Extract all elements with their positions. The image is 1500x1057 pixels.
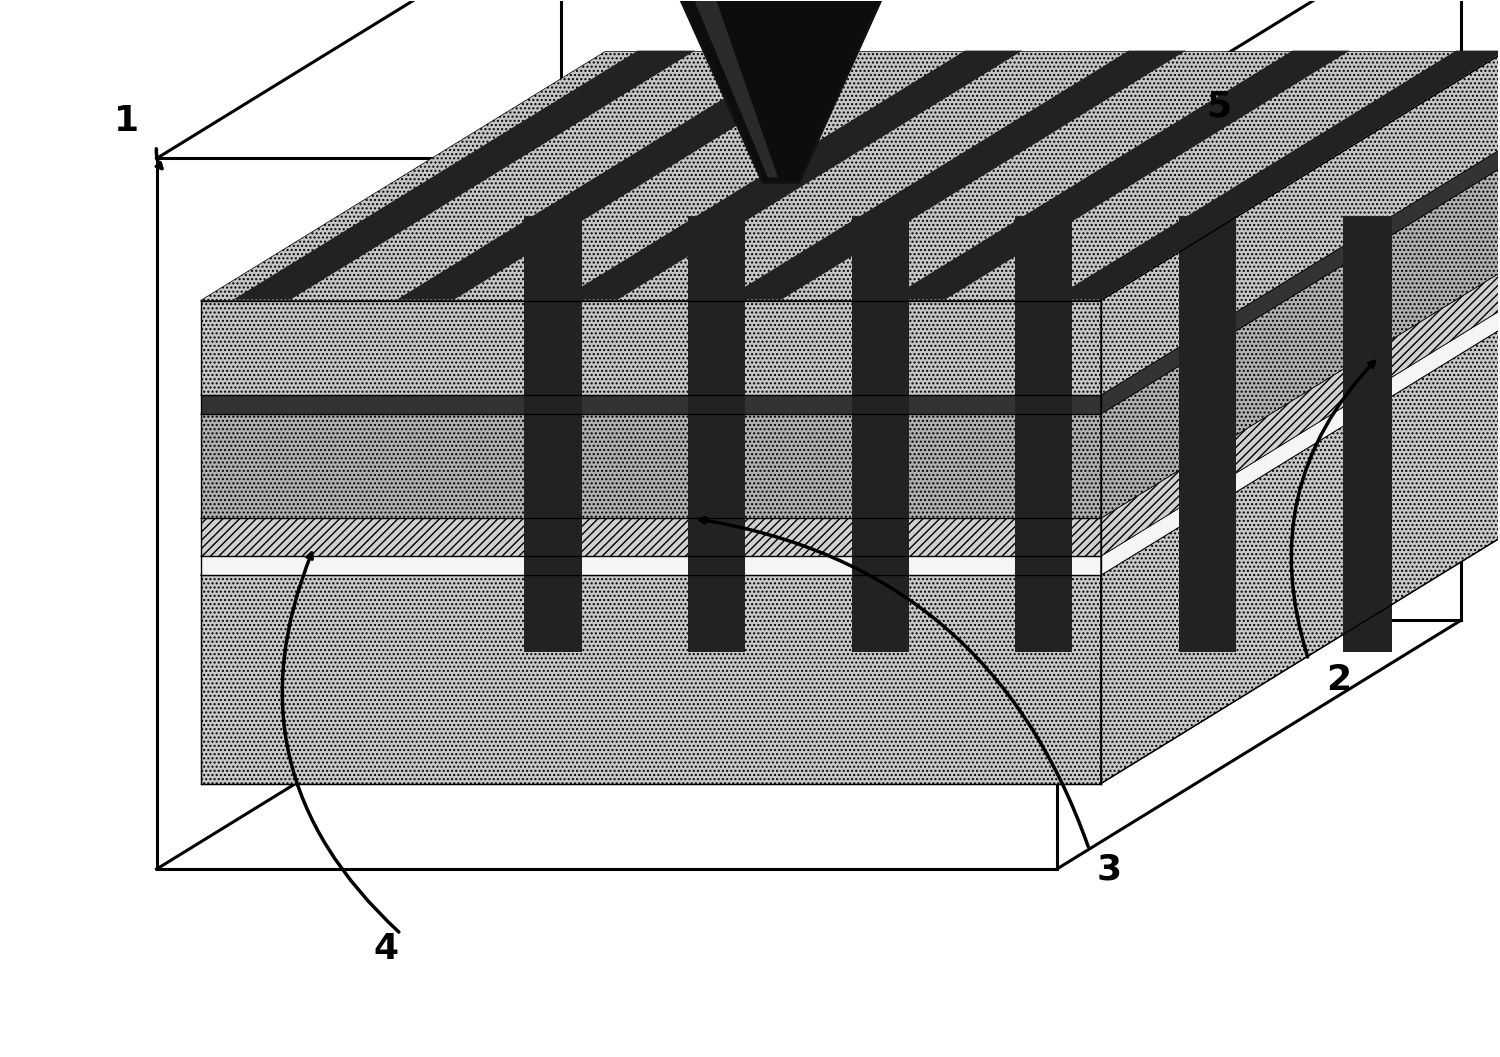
Polygon shape [852, 217, 909, 652]
Polygon shape [1101, 52, 1500, 395]
Polygon shape [201, 308, 1500, 556]
Polygon shape [664, 0, 778, 178]
Polygon shape [201, 575, 1101, 783]
Polygon shape [201, 165, 1500, 414]
Polygon shape [646, 0, 915, 183]
Polygon shape [1342, 217, 1392, 652]
Polygon shape [524, 217, 582, 652]
Polygon shape [1101, 146, 1500, 414]
Polygon shape [724, 51, 1186, 299]
Polygon shape [201, 146, 1500, 395]
Text: 5: 5 [1206, 89, 1231, 123]
Polygon shape [888, 51, 1350, 299]
Polygon shape [1101, 270, 1500, 556]
Polygon shape [688, 217, 746, 652]
Polygon shape [201, 300, 1101, 395]
Polygon shape [201, 270, 1500, 518]
Text: 3: 3 [1096, 852, 1122, 886]
Polygon shape [1101, 327, 1500, 783]
Polygon shape [561, 51, 1023, 299]
Polygon shape [201, 556, 1101, 575]
Polygon shape [201, 518, 1101, 556]
Text: 4: 4 [374, 932, 399, 966]
Polygon shape [1016, 217, 1072, 652]
Text: 1: 1 [114, 104, 140, 138]
Polygon shape [201, 327, 1500, 575]
Polygon shape [201, 52, 1500, 300]
Polygon shape [1052, 51, 1500, 299]
Polygon shape [201, 395, 1101, 414]
Polygon shape [201, 414, 1101, 518]
Polygon shape [234, 51, 694, 299]
Polygon shape [398, 51, 859, 299]
Polygon shape [1179, 217, 1236, 652]
Polygon shape [1101, 165, 1500, 518]
Text: 2: 2 [1326, 663, 1352, 697]
Polygon shape [1101, 308, 1500, 575]
